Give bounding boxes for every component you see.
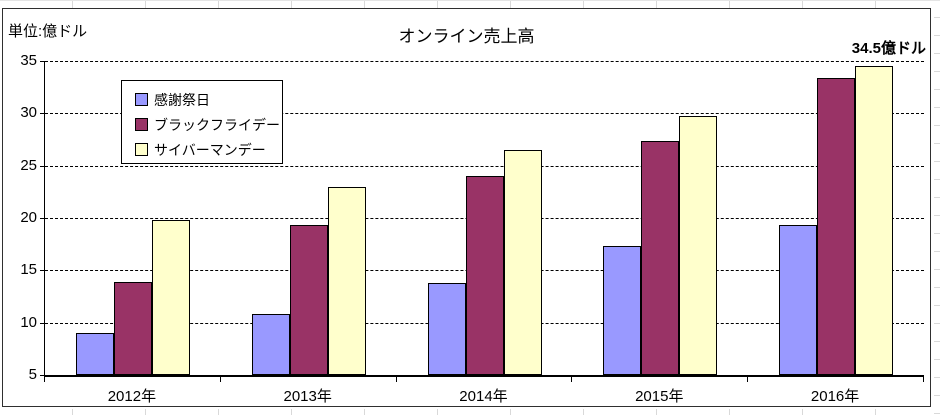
- x-axis-label-2016年: 2016年: [810, 388, 860, 405]
- unit-label: 単位:億ドル: [8, 23, 88, 40]
- x-axis-tick-1: [220, 377, 221, 382]
- y-axis-tick-10: [40, 322, 44, 324]
- gridline-30: [45, 113, 924, 115]
- x-axis-tick-5: [923, 377, 924, 382]
- bar-サイバーマンデー-2014年: [504, 150, 542, 375]
- plot-area: [44, 61, 924, 377]
- x-axis-label-2012年: 2012年: [107, 388, 157, 405]
- max-value-annotation: 34.5億ドル: [850, 37, 927, 58]
- x-axis-label-2013年: 2013年: [283, 388, 332, 405]
- x-axis-tick-0: [44, 377, 45, 382]
- legend-swatch-ブラックフライデー: [135, 118, 148, 131]
- x-axis-label-2015年: 2015年: [635, 388, 684, 405]
- bar-サイバーマンデー-2012年: [152, 220, 190, 375]
- bar-感謝祭日-2015年: [603, 246, 641, 375]
- y-axis-label-35: 35: [20, 52, 37, 69]
- legend-item-感謝祭日: 感謝祭日: [135, 87, 282, 112]
- legend-swatch-サイバーマンデー: [135, 143, 148, 156]
- legend-item-ブラックフライデー: ブラックフライデー: [135, 112, 282, 137]
- bar-ブラックフライデー-2012年: [114, 282, 152, 375]
- x-axis-label-2014年: 2014年: [459, 388, 508, 405]
- bar-サイバーマンデー-2015年: [679, 116, 717, 375]
- gridline-35: [45, 61, 924, 62]
- legend-swatch-感謝祭日: [135, 93, 148, 106]
- bar-サイバーマンデー-2016年: [855, 66, 893, 375]
- y-axis-label-30: 30: [20, 104, 37, 122]
- legend-label-感謝祭日: 感謝祭日: [154, 91, 210, 108]
- worksheet-gridlines-top: [0, 0, 940, 9]
- gridline-25: [45, 165, 924, 167]
- y-axis-label-20: 20: [20, 209, 37, 226]
- legend-label-ブラックフライデー: ブラックフライデー: [154, 116, 280, 133]
- bar-ブラックフライデー-2013年: [290, 225, 328, 375]
- bar-感謝祭日-2013年: [252, 314, 290, 375]
- legend-item-サイバーマンデー: サイバーマンデー: [135, 137, 282, 162]
- y-axis-tick-25: [40, 165, 44, 167]
- x-axis-tick-2: [396, 377, 397, 382]
- y-axis-tick-30: [40, 113, 44, 115]
- bar-ブラックフライデー-2015年: [641, 141, 679, 375]
- worksheet-gridlines-bottom: [0, 409, 940, 415]
- chart-object: 単位:億ドル オンライン売上高 34.5億ドル 5 10 15 20 25 30 35 201…: [2, 8, 931, 407]
- worksheet-gridlines-right: [934, 0, 940, 415]
- y-axis-label-15: 15: [20, 261, 37, 279]
- y-axis-label-25: 25: [20, 156, 37, 174]
- chart-title: オンライン売上高: [398, 27, 535, 46]
- bar-感謝祭日-2014年: [428, 283, 466, 375]
- legend-label-サイバーマンデー: サイバーマンデー: [154, 141, 266, 158]
- y-axis-label-5: 5: [28, 366, 37, 383]
- y-axis-tick-20: [40, 218, 44, 219]
- y-axis-label-10: 10: [20, 313, 37, 331]
- bar-感謝祭日-2012年: [76, 333, 114, 375]
- bar-ブラックフライデー-2016年: [817, 78, 855, 375]
- y-axis-tick-35: [40, 61, 44, 62]
- x-axis-tick-3: [571, 377, 572, 382]
- legend: 感謝祭日ブラックフライデー サイバーマンデー: [121, 80, 283, 164]
- bar-サイバーマンデー-2013年: [328, 187, 366, 375]
- y-axis-tick-5: [40, 375, 44, 376]
- x-axis-tick-4: [747, 377, 748, 382]
- y-axis-tick-15: [40, 270, 44, 272]
- bar-ブラックフライデー-2014年: [466, 176, 504, 375]
- bar-感謝祭日-2016年: [779, 225, 817, 375]
